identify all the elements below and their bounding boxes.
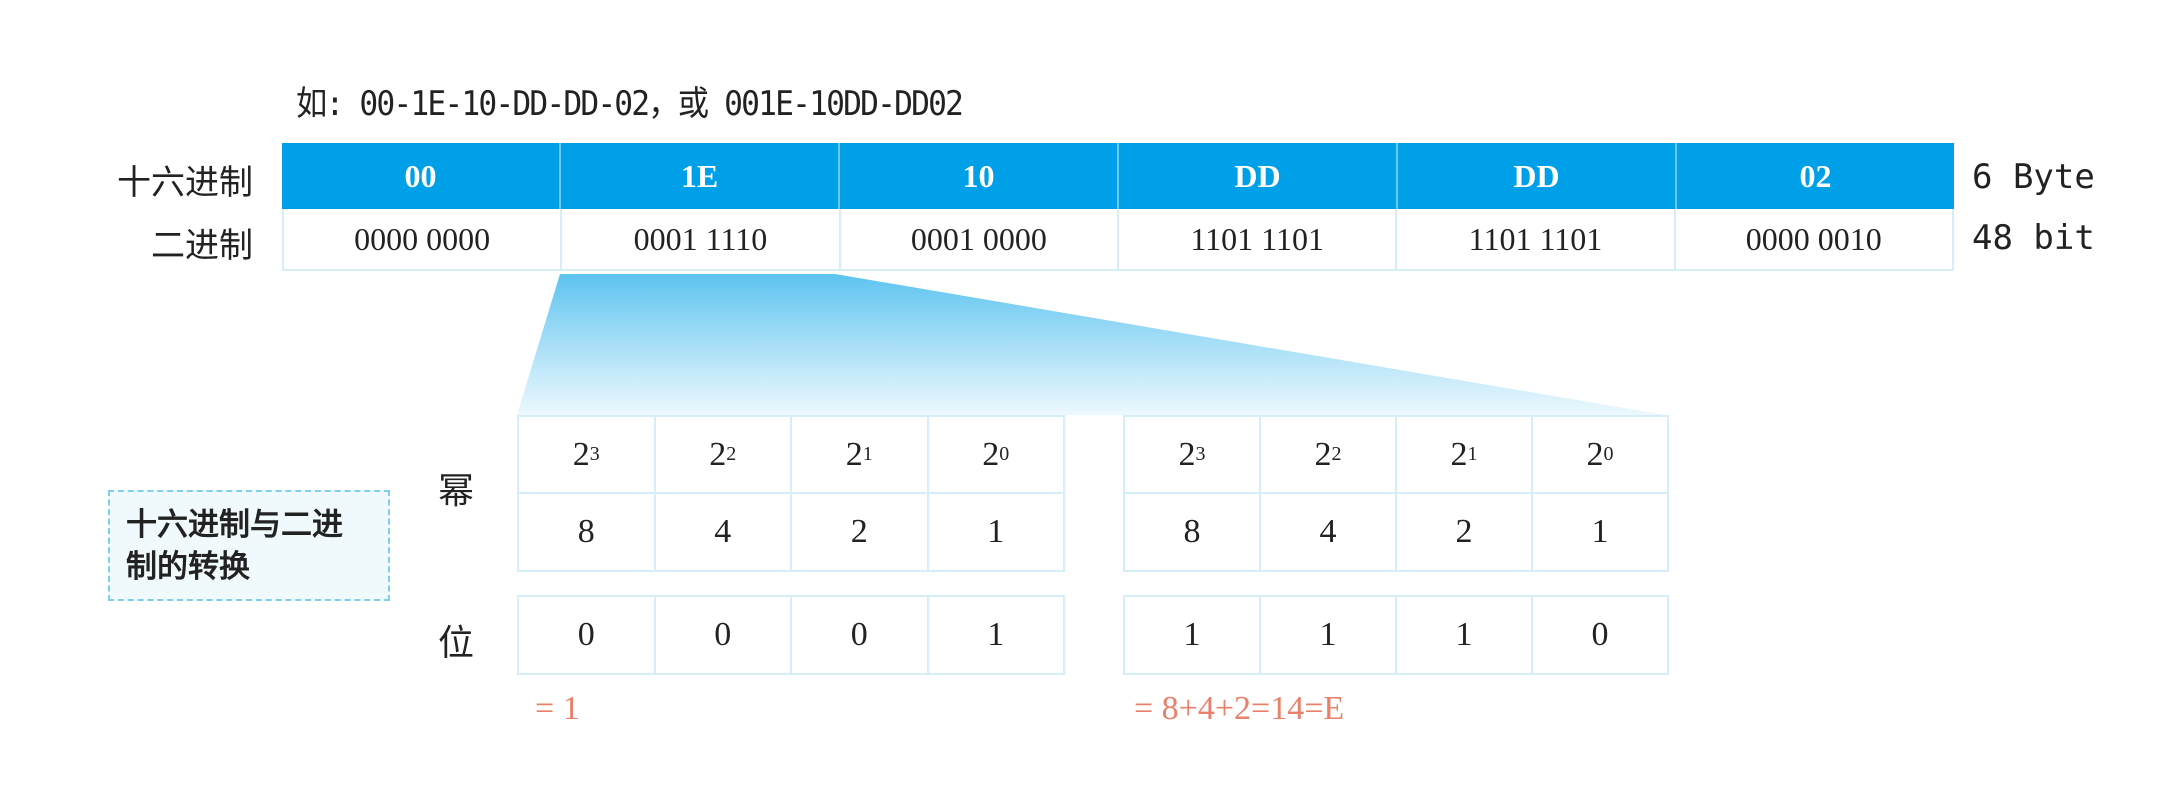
bit-cell: 0 — [519, 597, 656, 675]
weight-cell: 2 — [1397, 494, 1533, 572]
hex-row: 00 1E 10 DD DD 02 — [282, 143, 1954, 209]
bit-cell: 1 — [1397, 597, 1533, 675]
bit-cell: 1 — [1125, 597, 1261, 675]
power-label: 幂 — [438, 471, 475, 512]
hex-cell: 1E — [561, 143, 840, 209]
binary-row: 0000 0000 0001 1110 0001 0000 1101 1101 … — [282, 209, 1954, 271]
result-left: = 1 — [535, 690, 580, 727]
bit-cell: 0 — [655, 597, 792, 675]
hex-cell: DD — [1119, 143, 1398, 209]
binary-cell: 1101 1101 — [1119, 209, 1398, 269]
bit-cell: 1 — [1261, 597, 1397, 675]
binary-cell: 0000 0010 — [1745, 220, 1882, 257]
hex-row-label: 十六进制 — [117, 163, 253, 203]
hex-cell: 00 — [282, 143, 561, 209]
binary-cell: 0000 0000 — [284, 209, 563, 269]
hex-cell: 10 — [840, 143, 1119, 209]
bit-table-right: 1 1 1 0 — [1123, 595, 1669, 675]
weight-cell: 4 — [1261, 494, 1397, 572]
bit-table-left: 0 0 0 1 — [517, 595, 1065, 675]
hex-cell: 02 — [1799, 157, 1832, 194]
byte-count: 6 Byte — [1972, 157, 2095, 197]
binary-cell: 0001 0000 — [841, 209, 1119, 269]
example-mac-address: 如: 00-1E-10-DD-DD-02，或 001E-10DD-DD02 — [296, 84, 964, 124]
bit-cell: 0 — [792, 597, 929, 675]
topic-box: 十六进制与二进制的转换 — [108, 490, 390, 601]
hex-cell: DD — [1398, 143, 1677, 209]
binary-cell: 0001 1110 — [562, 209, 841, 269]
weight-cell: 8 — [519, 494, 656, 572]
binary-row-label: 二进制 — [151, 226, 253, 266]
weight-cell: 4 — [655, 494, 792, 572]
weight-cell: 2 — [792, 494, 929, 572]
bit-count: 48 bit — [1972, 218, 2095, 258]
weight-cell: 8 — [1125, 494, 1261, 572]
binary-cell: 1101 1101 — [1397, 209, 1676, 269]
bit-cell: 1 — [928, 597, 1065, 675]
bit-cell: 0 — [1533, 597, 1669, 675]
weight-cell: 1 — [928, 494, 1065, 572]
result-right: = 8+4+2=14=E — [1134, 690, 1345, 727]
zoom-fan-shape — [517, 274, 1665, 415]
weight-cell: 1 — [1533, 494, 1669, 572]
bit-label: 位 — [438, 623, 475, 664]
